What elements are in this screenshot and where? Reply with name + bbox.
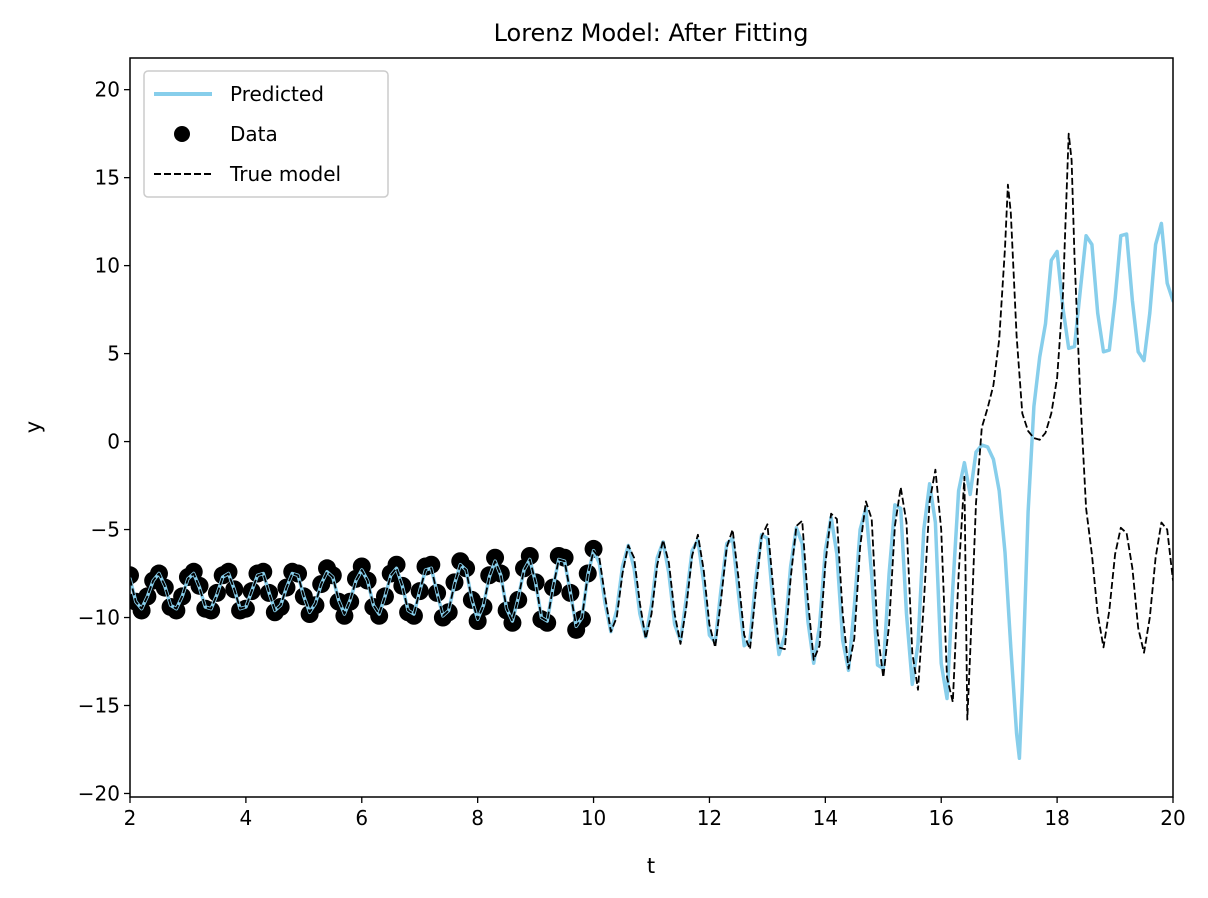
predicted-line (130, 221, 1173, 761)
x-axis: 2 4 6 8 10 12 14 16 18 20 (124, 797, 1186, 830)
x-tick-label: 18 (1044, 806, 1069, 830)
y-tick-label: 15 (95, 166, 120, 190)
data-point (130, 566, 139, 585)
x-axis-label: t (647, 854, 655, 878)
data-point (370, 606, 389, 625)
x-tick-label: 8 (471, 806, 484, 830)
legend-box (143, 70, 389, 198)
x-tick-label: 14 (813, 806, 838, 830)
x-tick-label: 10 (581, 806, 606, 830)
series-layer (130, 132, 1173, 761)
legend-data-swatch (174, 126, 190, 142)
plot-frame (129, 57, 1174, 798)
chart-title: Lorenz Model: After Fitting (494, 19, 809, 47)
data-point (352, 557, 371, 576)
plot-area (130, 132, 1173, 761)
legend: Predicted Data True model (143, 70, 389, 198)
x-tick-label: 2 (124, 806, 137, 830)
legend-data-label: Data (230, 122, 278, 146)
y-tick-label: −10 (78, 606, 120, 630)
x-tick-label: 12 (697, 806, 722, 830)
x-tick-label: 20 (1160, 806, 1185, 830)
data-point (520, 546, 539, 565)
y-tick-label: −5 (91, 518, 120, 542)
y-tick-label: 20 (95, 78, 120, 102)
data-point (335, 606, 354, 625)
x-tick-label: 4 (240, 806, 253, 830)
y-tick-label: −15 (78, 694, 120, 718)
legend-true-model-label: True model (229, 162, 341, 186)
y-axis: −20 −15 −10 −5 0 5 10 15 20 (78, 78, 130, 805)
data-point (503, 613, 522, 632)
y-tick-label: −20 (78, 781, 120, 805)
y-tick-label: 0 (107, 430, 120, 454)
y-tick-label: 10 (95, 254, 120, 278)
data-point (387, 555, 406, 574)
legend-predicted-label: Predicted (230, 82, 324, 106)
data-point (584, 539, 603, 558)
x-tick-label: 16 (928, 806, 953, 830)
x-tick-label: 6 (355, 806, 368, 830)
y-tick-label: 5 (107, 342, 120, 366)
data-point (555, 548, 574, 567)
true-model-line (130, 132, 1173, 721)
data-point (486, 548, 505, 567)
y-axis-label: y (21, 421, 45, 433)
